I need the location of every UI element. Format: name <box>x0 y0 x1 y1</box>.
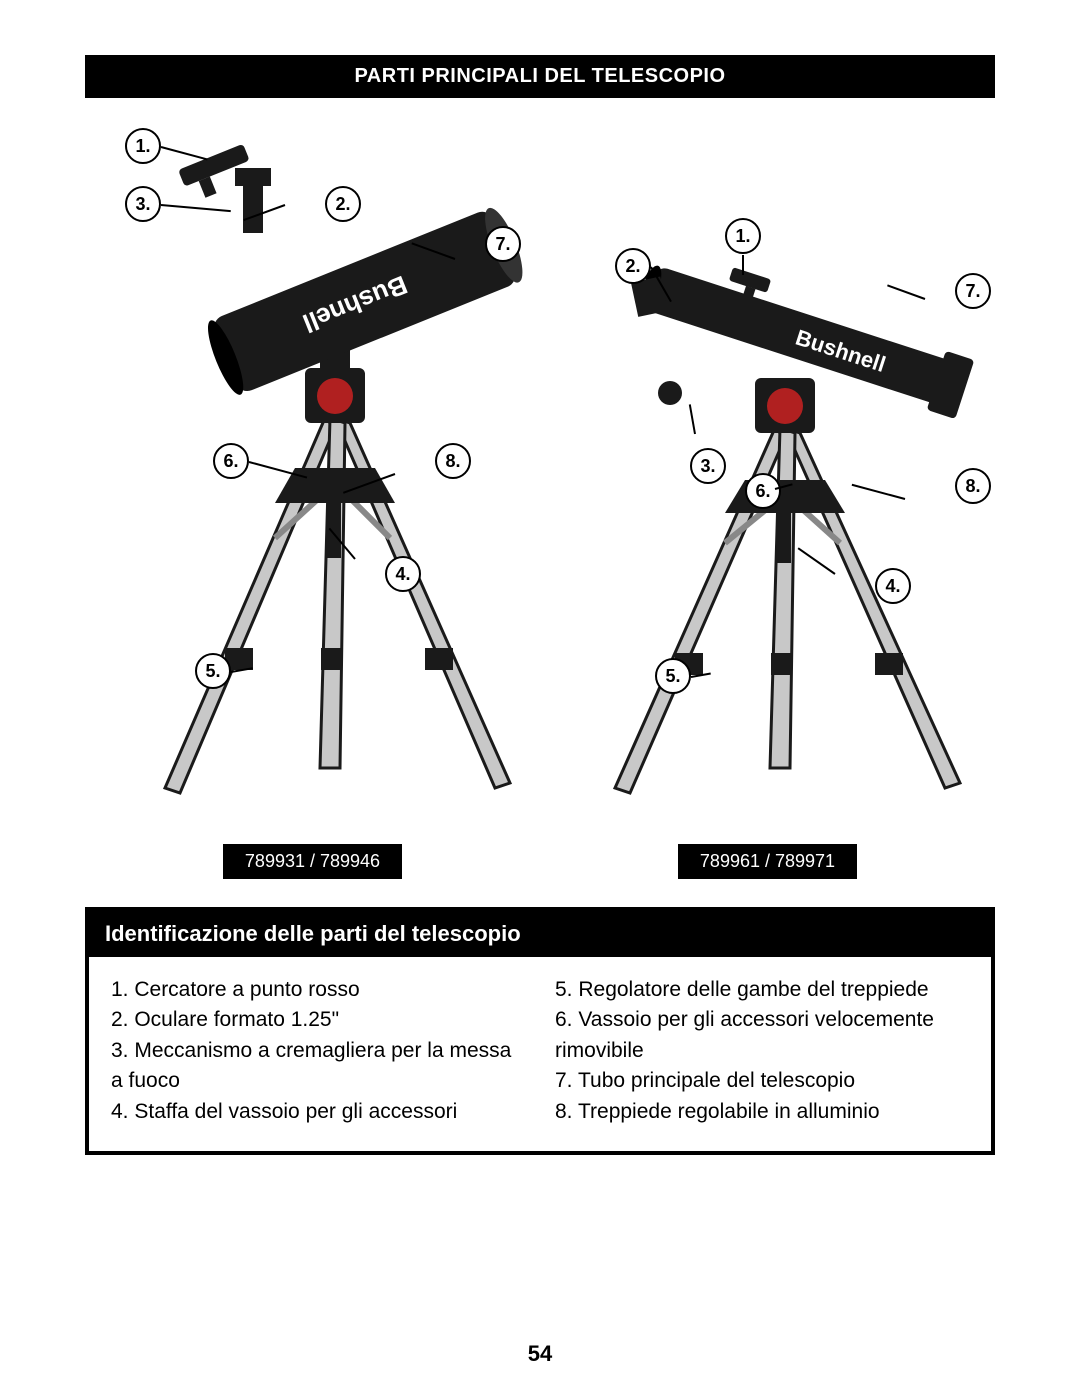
callout-left-3: 3. <box>125 186 161 222</box>
diagram-area: Bushnell 1. 3. 2. 7. 6. 8. 4. 5. <box>85 108 995 838</box>
identification-col-left: 1. Cercatore a punto rosso 2. Oculare fo… <box>111 975 525 1127</box>
model-label-left: 789931 / 789946 <box>223 844 402 879</box>
callout-left-2: 2. <box>325 186 361 222</box>
callout-left-1: 1. <box>125 128 161 164</box>
callout-right-6: 6. <box>745 473 781 509</box>
callout-right-4: 4. <box>875 568 911 604</box>
callout-right-1: 1. <box>725 218 761 254</box>
identification-box: Identificazione delle parti del telescop… <box>85 907 995 1155</box>
callout-right-2: 2. <box>615 248 651 284</box>
callout-left-6: 6. <box>213 443 249 479</box>
telescope-left: Bushnell 1. 3. 2. 7. 6. 8. 4. 5. <box>125 108 545 808</box>
callout-left-8: 8. <box>435 443 471 479</box>
model-label-right: 789961 / 789971 <box>678 844 857 879</box>
model-row: 789931 / 789946 789961 / 789971 <box>85 844 995 879</box>
callout-left-7: 7. <box>485 226 521 262</box>
callout-right-8: 8. <box>955 468 991 504</box>
callout-left-5: 5. <box>195 653 231 689</box>
identification-col-right: 5. Regolatore delle gambe del treppiede … <box>555 975 969 1127</box>
identification-header: Identificazione delle parti del telescop… <box>89 911 991 957</box>
page-header: PARTI PRINCIPALI DEL TELESCOPIO <box>85 55 995 98</box>
telescope-right: Bushnell 1. 2. 7. 3. 6. 8. 4. 5. <box>575 168 995 808</box>
page-number: 54 <box>0 1341 1080 1367</box>
callout-right-5: 5. <box>655 658 691 694</box>
callout-right-3: 3. <box>690 448 726 484</box>
callout-left-4: 4. <box>385 556 421 592</box>
callout-right-7: 7. <box>955 273 991 309</box>
identification-body: 1. Cercatore a punto rosso 2. Oculare fo… <box>89 957 991 1151</box>
